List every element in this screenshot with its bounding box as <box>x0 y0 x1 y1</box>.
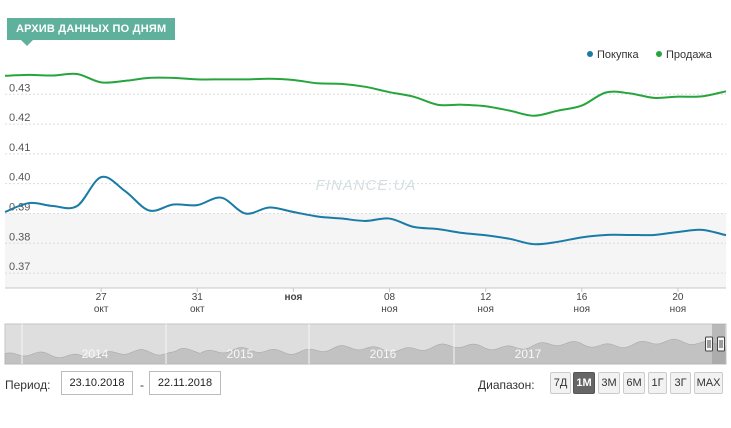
navigator-year-label: 2014 <box>82 347 109 361</box>
x-tick-label: 20 <box>672 292 684 303</box>
x-tick-month-label: ноя <box>670 304 687 315</box>
navigator-right-handle[interactable] <box>717 336 725 352</box>
y-tick-label: 0.41 <box>9 142 30 154</box>
x-tick-label: ноя <box>284 292 302 303</box>
legend-item-buy[interactable]: Покупка <box>597 49 639 61</box>
y-tick-label: 0.43 <box>9 82 30 94</box>
navigator-year-label: 2016 <box>370 347 397 361</box>
range-button-3y[interactable]: 3Г <box>670 372 691 394</box>
x-tick-month-label: окт <box>94 304 109 315</box>
range-button-1m[interactable]: 1М <box>573 372 595 394</box>
x-tick-month-label: ноя <box>381 304 398 315</box>
y-tick-label: 0.40 <box>9 172 30 184</box>
x-tick-month-label: ноя <box>574 304 591 315</box>
y-tick-label: 0.38 <box>9 231 30 243</box>
x-tick-label: 31 <box>192 292 204 303</box>
range-button-3m[interactable]: 3М <box>598 372 620 394</box>
range-button-6m[interactable]: 6М <box>623 372 645 394</box>
x-tick-month-label: ноя <box>477 304 494 315</box>
x-tick-label: 12 <box>480 292 492 303</box>
navigator-scrollbar[interactable]: 2014 2015 2016 2017 <box>0 320 731 365</box>
exchange-rate-chart: FINANCE.UA 0.370.380.390.400.410.420.43 … <box>4 49 727 315</box>
navigator-year-label: 2015 <box>227 347 254 361</box>
x-tick-label: 08 <box>384 292 396 303</box>
legend-item-sell[interactable]: Продажа <box>666 49 713 61</box>
watermark: FINANCE.UA <box>316 177 417 194</box>
period-from-input[interactable] <box>61 371 133 395</box>
x-tick-label: 27 <box>96 292 108 303</box>
navigator-series-area <box>4 338 727 365</box>
legend-marker-sell <box>656 51 662 57</box>
range-button-max[interactable]: MAX <box>694 372 723 394</box>
range-label: Диапазон: <box>478 378 535 392</box>
range-button-1y[interactable]: 1Г <box>648 372 667 394</box>
x-tick-month-label: окт <box>190 304 205 315</box>
y-tick-label: 0.42 <box>9 112 30 124</box>
period-label: Период: <box>5 378 51 392</box>
period-separator: - <box>140 378 144 392</box>
page-title: АРХИВ ДАННЫХ ПО ДНЯМ <box>7 18 176 46</box>
range-button-7d[interactable]: 7Д <box>550 372 571 394</box>
plot-band <box>5 213 726 288</box>
series-line-sell[interactable] <box>4 72 727 117</box>
series-line-buy[interactable] <box>4 175 727 246</box>
navigator-left-handle[interactable] <box>705 336 713 352</box>
navigator-year-label: 2017 <box>515 347 542 361</box>
x-tick-label: 16 <box>576 292 588 303</box>
period-to-input[interactable] <box>149 371 221 395</box>
legend-marker-buy <box>587 51 593 57</box>
y-tick-label: 0.37 <box>9 261 30 273</box>
